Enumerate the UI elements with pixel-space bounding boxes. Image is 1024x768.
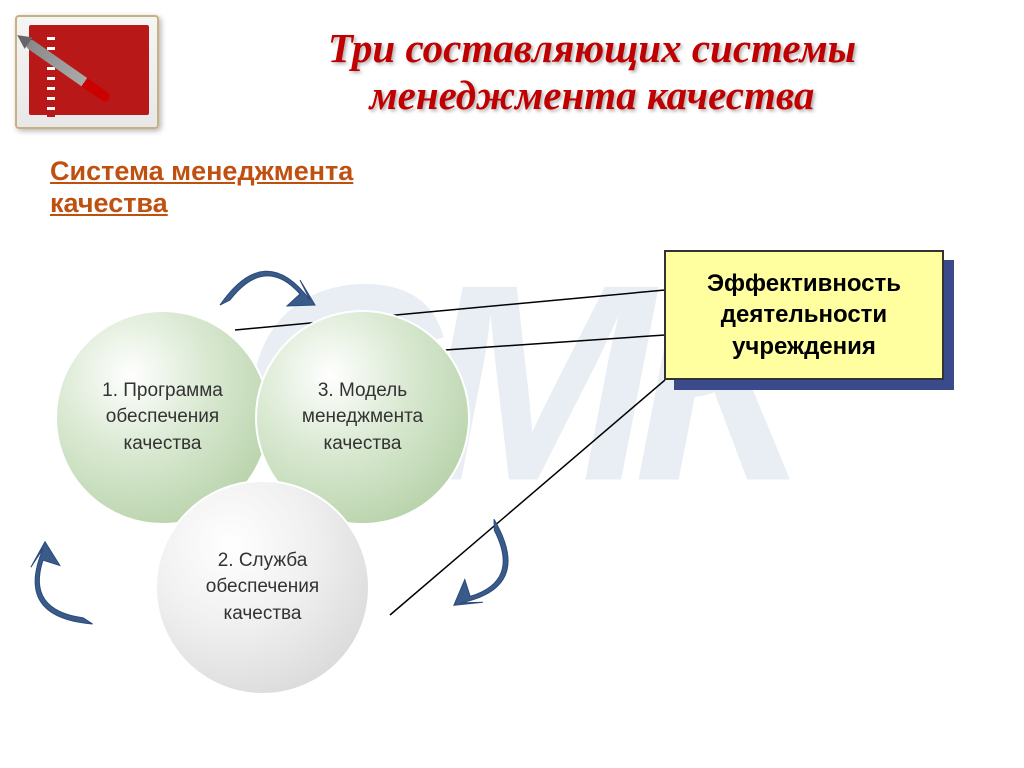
subtitle-line-2: качества [50,188,168,218]
notebook-icon [15,15,159,129]
notebook-spiral [47,37,55,117]
arrow-bottom-left [0,506,148,665]
subtitle: Система менеджмента качества [50,155,353,220]
circle-service: 2. Служба обеспечения качества [155,480,370,695]
page-title: Три составляющих системы менеджмента кач… [200,25,984,119]
subtitle-line-1: Система менеджмента [50,156,353,186]
notebook-cover [29,25,149,115]
arrow-top [205,250,325,325]
effectiveness-box: Эффективность деятельности учреждения [664,250,944,380]
